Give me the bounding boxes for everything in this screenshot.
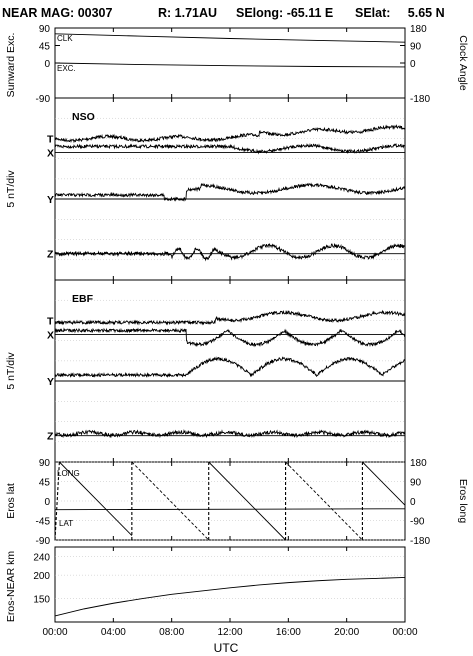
- ebf-series-label-Z: Z: [47, 431, 54, 443]
- x-tick-label: 16:00: [276, 627, 301, 638]
- sunward-right-tick: 90: [410, 42, 422, 53]
- clock-angle-ylabel: Clock Angle: [457, 35, 469, 91]
- eros-right-tick: -90: [410, 517, 425, 528]
- nso-series-label-T: T: [47, 133, 54, 145]
- ebf-series-label-X: X: [47, 329, 54, 341]
- nso-series-label-Y: Y: [47, 194, 54, 206]
- range-left-tick: 240: [33, 552, 50, 563]
- ebf-panel-label: EBF: [72, 293, 94, 305]
- range-left-tick: 200: [33, 571, 50, 582]
- nso-trace-Y: [54, 182, 406, 202]
- eros-long-ramp: [131, 461, 210, 541]
- panels: 90 45 0 -90 180 90 0 -180 Sunward Exc. Clock Angl…: [5, 24, 469, 623]
- eros-long-ramp: [59, 461, 133, 536]
- title-mission: NEAR MAG: 00307: [2, 6, 112, 20]
- ebf-ylabel: 5 nT/div: [5, 352, 17, 390]
- eros-lat-ylabel: Eros lat: [5, 483, 17, 519]
- eros-right-tick: -180: [410, 536, 430, 547]
- range-panel-frame: [54, 546, 406, 623]
- nso-trace-X: [54, 143, 406, 155]
- ebf-trace-X: [54, 327, 406, 348]
- nso-trace-Z: [54, 242, 406, 262]
- sunward-right-tick: -180: [410, 94, 430, 105]
- eros-lat-label: LAT: [59, 519, 73, 528]
- sunward-series-1: [54, 62, 406, 68]
- sunward-left-tick: 90: [39, 24, 51, 35]
- x-axis-label: UTC: [214, 641, 239, 655]
- sunward-ylabel: Sunward Exc.: [5, 33, 17, 98]
- ebf-trace-Z: [54, 428, 406, 439]
- eros-left-tick: 90: [39, 458, 51, 469]
- eros-right-tick: 180: [410, 458, 427, 469]
- eros-long-ramp: [208, 461, 286, 541]
- sunward-right-tick: 0: [410, 59, 416, 70]
- sunward-right-tick: 180: [410, 24, 427, 35]
- x-axis: 00:00 04:00 08:00 12:00 16:00 20:00 00:00: [42, 28, 418, 638]
- nso-series-label-Z: Z: [47, 249, 54, 261]
- eros-left-tick: 0: [44, 497, 50, 508]
- title-selat: SElat: 5.65 N: [355, 6, 445, 20]
- range-ylabel: Eros-NEAR km: [5, 551, 17, 622]
- nso-trace-T: [54, 124, 406, 144]
- nso-ylabel: 5 nT/div: [5, 170, 17, 208]
- sunward-series-0: [54, 33, 406, 43]
- eros-long-label: LONG: [57, 469, 80, 478]
- title-selong: SElong: -65.11 E: [236, 6, 333, 20]
- x-tick-label: 12:00: [217, 627, 242, 638]
- eros-long-ramp: [362, 461, 406, 506]
- ebf-series-label-T: T: [47, 315, 54, 327]
- ebf-series-label-Y: Y: [47, 376, 54, 388]
- eros-long-ramp: [285, 461, 363, 541]
- sunward-left-tick: -90: [36, 94, 51, 105]
- x-tick-label: 00:00: [392, 627, 417, 638]
- eros-right-tick: 90: [410, 478, 422, 489]
- title-distance: R: 1.71AU: [158, 6, 217, 20]
- range-series: [54, 577, 406, 617]
- eros-left-tick: -45: [36, 517, 51, 528]
- ebf-trace-T: [54, 309, 406, 326]
- eros-lat-line: [54, 508, 406, 511]
- x-tick-label: 20:00: [334, 627, 359, 638]
- range-left-tick: 150: [33, 595, 50, 606]
- nso-panel-label: NSO: [72, 111, 95, 123]
- sunward-left-tick: 0: [44, 59, 50, 70]
- nso-series-label-X: X: [47, 147, 54, 159]
- x-tick-label: 00:00: [42, 627, 67, 638]
- x-tick-label: 08:00: [159, 627, 184, 638]
- eros-long-ylabel: Eros long: [457, 479, 469, 524]
- eros-left-tick: 45: [39, 478, 51, 489]
- eros-right-tick: 0: [410, 497, 416, 508]
- x-tick-label: 04:00: [101, 627, 126, 638]
- eros-long-start: [54, 461, 60, 541]
- eros-left-tick: -90: [36, 536, 51, 547]
- ebf-panel-frame: [54, 279, 406, 463]
- ebf-trace-Y: [54, 356, 406, 378]
- sunward-series-label-1: EXC.: [57, 64, 76, 73]
- sunward-left-tick: 45: [39, 42, 51, 53]
- sunward-series-label-0: CLK: [57, 34, 73, 43]
